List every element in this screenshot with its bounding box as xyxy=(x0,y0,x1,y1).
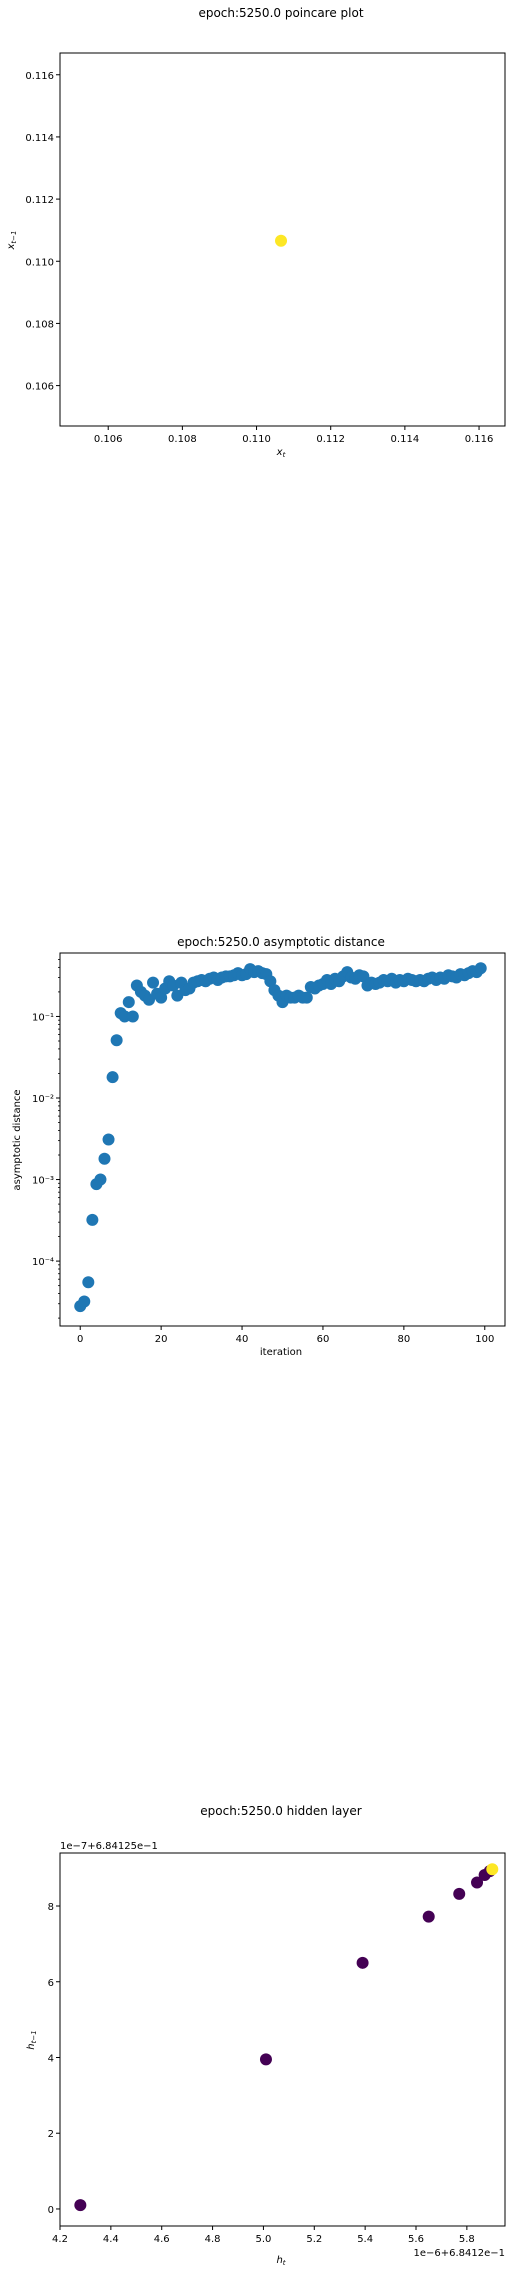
x-tick-label: 0 xyxy=(77,1334,83,1345)
poincare-x-label: xt xyxy=(276,447,286,459)
poincare-y-label: xt−1 xyxy=(6,231,18,251)
y-tick-label: 0.112 xyxy=(25,195,54,206)
asymptotic-x-label: iteration xyxy=(260,1347,302,1358)
x-tick-label: 5.4 xyxy=(357,2234,373,2245)
data-point xyxy=(155,991,168,1004)
data-point xyxy=(486,1863,499,1876)
data-point xyxy=(422,1910,435,1923)
y-tick-label: 0.106 xyxy=(25,382,54,393)
y-tick-label: 0.116 xyxy=(25,71,54,82)
data-point xyxy=(474,962,487,975)
x-tick-label: 100 xyxy=(475,1334,494,1345)
hidden-layer-y-label: ht−1 xyxy=(26,2030,38,2049)
data-point xyxy=(86,1213,99,1226)
hidden-layer-x-ticks: 4.2 4.4 4.6 4.8 5.0 5.2 5.4 5.6 5.8 xyxy=(52,2226,475,2245)
data-point xyxy=(300,991,313,1004)
asymptotic-plot-area xyxy=(59,952,506,1327)
y-tick-label: 8 xyxy=(48,1902,54,1913)
asymptotic-chart: epoch:5250.0 asymptotic distance 0 20 40 60… xyxy=(12,935,506,1358)
data-point xyxy=(453,1887,466,1900)
data-point xyxy=(275,234,288,247)
data-point xyxy=(471,1876,484,1889)
data-point xyxy=(147,976,160,989)
x-tick-label: 5.6 xyxy=(408,2234,424,2245)
y-tick-label: 6 xyxy=(48,1978,54,1989)
asymptotic-points xyxy=(74,962,487,1313)
x-tick-label: 5.0 xyxy=(255,2234,271,2245)
y-tick-label: 10⁻³ xyxy=(32,1176,54,1187)
y-tick-label: 0.114 xyxy=(25,133,54,144)
data-point xyxy=(98,1152,111,1165)
y-tick-label: 2 xyxy=(48,2129,54,2140)
poincare-chart: epoch:5250.0 poincare plot 0.106 0.108 0.1… xyxy=(6,6,506,459)
data-point xyxy=(106,1071,119,1084)
x-tick-label: 80 xyxy=(397,1334,410,1345)
data-point xyxy=(259,2053,272,2066)
x-tick-label: 5.2 xyxy=(306,2234,322,2245)
x-tick-label: 0.106 xyxy=(94,434,123,445)
x-tick-label: 60 xyxy=(317,1334,330,1345)
data-point xyxy=(110,1034,123,1047)
x-tick-label: 4.6 xyxy=(154,2234,170,2245)
y-tick-label: 10⁻¹ xyxy=(32,1012,54,1023)
data-point xyxy=(126,1010,139,1023)
y-tick-label: 0 xyxy=(48,2205,54,2216)
y-tick-label: 4 xyxy=(48,2053,54,2064)
hidden-layer-chart: epoch:5250.0 hidden layer 1e−7+6.84125e−… xyxy=(26,1804,506,2267)
y-tick-label: 10⁻⁴ xyxy=(32,1257,54,1268)
x-tick-label: 5.8 xyxy=(459,2234,475,2245)
data-point xyxy=(356,1956,369,1969)
hidden-layer-y-ticks: 0 2 4 6 8 xyxy=(48,1902,60,2216)
hidden-layer-plot-area xyxy=(59,1852,506,2227)
asymptotic-y-ticks: 10⁻⁴ 10⁻³ 10⁻² 10⁻¹ xyxy=(32,959,60,1319)
x-tick-label: 0.110 xyxy=(242,434,271,445)
x-tick-label: 0.112 xyxy=(316,434,345,445)
hidden-layer-title: epoch:5250.0 hidden layer xyxy=(200,1804,362,1818)
data-point xyxy=(74,2199,87,2212)
data-point xyxy=(122,996,135,1009)
asymptotic-y-label: asymptotic distance xyxy=(12,1089,23,1190)
x-tick-label: 0.116 xyxy=(465,434,494,445)
data-point xyxy=(102,1133,115,1146)
x-tick-label: 0.114 xyxy=(391,434,420,445)
y-tick-label: 0.110 xyxy=(25,257,54,268)
asymptotic-title: epoch:5250.0 asymptotic distance xyxy=(177,935,385,949)
hidden-layer-x-label: ht xyxy=(276,2255,285,2267)
asymptotic-x-ticks: 0 20 40 60 80 100 xyxy=(77,1326,494,1345)
poincare-title: epoch:5250.0 poincare plot xyxy=(198,6,363,20)
x-tick-label: 4.4 xyxy=(103,2234,119,2245)
hidden-layer-x-offset: 1e−6+6.8412e−1 xyxy=(413,2248,505,2259)
data-point xyxy=(82,1276,95,1289)
poincare-points xyxy=(275,234,288,247)
y-tick-label: 0.108 xyxy=(25,319,54,330)
y-tick-label: 10⁻² xyxy=(32,1094,54,1105)
x-tick-label: 20 xyxy=(155,1334,168,1345)
poincare-x-ticks: 0.106 0.108 0.110 0.112 0.114 0.116 xyxy=(94,426,493,445)
data-point xyxy=(78,1295,91,1308)
x-tick-label: 4.2 xyxy=(52,2234,68,2245)
hidden-layer-y-offset: 1e−7+6.84125e−1 xyxy=(60,1841,158,1852)
x-tick-label: 40 xyxy=(236,1334,249,1345)
hidden-layer-points xyxy=(74,1863,499,2212)
data-point xyxy=(94,1173,107,1186)
data-point xyxy=(357,970,370,983)
x-tick-label: 0.108 xyxy=(168,434,197,445)
x-tick-label: 4.8 xyxy=(205,2234,221,2245)
poincare-y-ticks: 0.106 0.108 0.110 0.112 0.114 0.116 xyxy=(25,71,60,393)
